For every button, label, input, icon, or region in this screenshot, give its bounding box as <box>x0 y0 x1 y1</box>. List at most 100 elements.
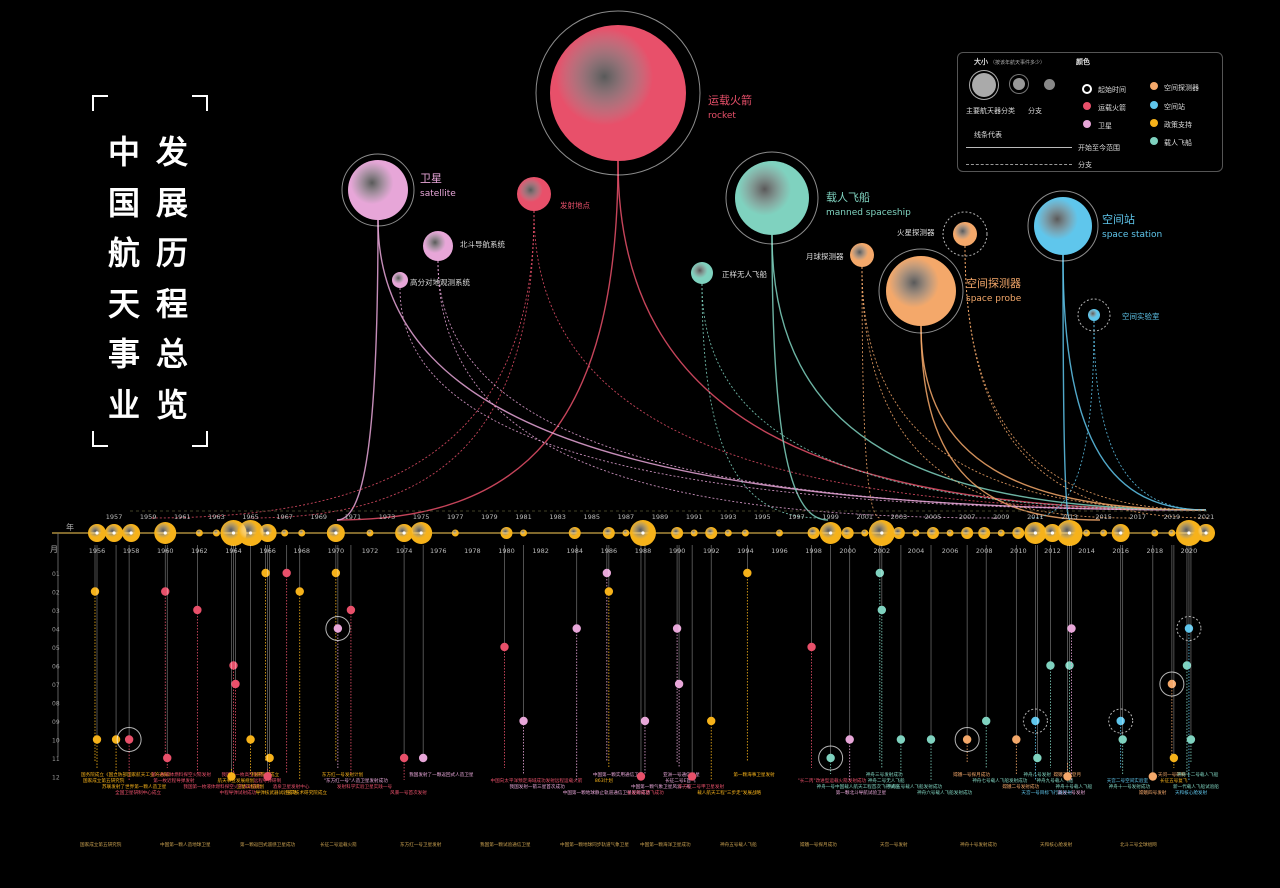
year-bubble-center <box>334 531 338 535</box>
year-bubble <box>1168 529 1176 537</box>
event-text: 东方红二号甲卫星发射 <box>678 783 724 790</box>
year-bubble <box>298 529 306 537</box>
year-tick-label: 1968 <box>293 547 310 555</box>
year-bubble-center <box>112 531 116 535</box>
event-marker <box>1067 624 1076 633</box>
sub-node <box>423 231 453 261</box>
year-tick-label: 2007 <box>959 513 976 521</box>
event-marker <box>265 753 274 763</box>
event-marker <box>1063 772 1072 781</box>
year-bubble <box>602 527 615 539</box>
frame-corner <box>192 431 208 447</box>
category-node-satellite <box>348 160 408 220</box>
year-tick-label: 1991 <box>686 513 703 521</box>
event-marker <box>418 753 428 763</box>
event-marker <box>1167 679 1177 689</box>
year-tick-label: 2009 <box>993 513 1010 521</box>
legend-probe-icon <box>1150 82 1158 90</box>
category-label-en: space station <box>1102 230 1162 240</box>
category-label-en: rocket <box>708 111 736 121</box>
event-marker <box>92 735 102 744</box>
year-tick-label: 1971 <box>345 513 362 521</box>
legend-item: 卫星 <box>1098 122 1112 130</box>
category-node-manned <box>735 161 809 235</box>
legend-solid-line <box>966 147 1072 148</box>
year-tick-label: 1989 <box>652 513 669 521</box>
connection-curve <box>920 325 1101 521</box>
month-tick-label: 08 <box>52 701 60 708</box>
event-note: 中国第一颗人造地球卫星 <box>160 841 211 848</box>
year-tick-label: 1977 <box>447 513 464 521</box>
sub-node <box>691 262 713 284</box>
event-note: 国家成立第五研究院 <box>80 841 122 848</box>
frame-corner <box>92 431 108 447</box>
event-text: 第一枚液体燃料探空火箭发射 <box>151 771 211 778</box>
year-tick-label: 1987 <box>618 513 635 521</box>
event-text: 嫦娥一号探月成功 <box>953 771 990 778</box>
title-char: 总 <box>155 335 188 373</box>
event-marker <box>604 587 614 596</box>
year-tick-label: 2016 <box>1112 547 1129 555</box>
year-bubble-center <box>402 531 406 535</box>
event-ring <box>1159 671 1185 697</box>
year-tick-label: 2005 <box>925 513 942 521</box>
connection-curve <box>336 219 379 521</box>
year-tick-label: 1984 <box>566 547 583 555</box>
connection-curve <box>701 283 1207 511</box>
category-label-en: space probe <box>966 294 1022 304</box>
sub-node <box>517 177 551 211</box>
title-column-1: 中 国 航 天 事 业 <box>102 127 146 430</box>
year-tick-label: 2020 <box>1181 547 1198 555</box>
event-text: 神舟一号中国载人航天工程首次飞行试验 <box>817 783 900 790</box>
legend-size-note: （按该年航天事件多少） <box>990 60 1046 66</box>
event-marker <box>1033 753 1042 763</box>
year-bubble <box>705 527 718 539</box>
year-tick-label: 2002 <box>874 547 891 555</box>
legend-start-icon <box>1082 84 1092 94</box>
event-note: 天宫一号发射 <box>880 841 908 848</box>
event-marker <box>111 735 121 744</box>
event-text: 神舟八号发射 <box>1023 771 1051 778</box>
event-marker <box>826 753 835 763</box>
event-text: 天问一号研制 <box>1158 771 1186 778</box>
connection-curve <box>377 219 1207 511</box>
event-marker <box>193 605 202 615</box>
month-tick-label: 01 <box>52 571 60 578</box>
event-text: 神舟十一号发射成功 <box>1109 783 1151 790</box>
event-text: 神舟五号载人飞船发射成功 <box>887 783 943 790</box>
event-text: 国家成立第五研究院 <box>83 777 125 784</box>
event-note: 神舟五号载人飞船 <box>720 841 757 848</box>
legend-item: 起始时间 <box>1098 86 1126 94</box>
year-bubble-center <box>1067 531 1072 535</box>
event-text: 东方红一号发射计划 <box>322 771 364 778</box>
legend-color-title: 颜色 <box>1076 58 1090 66</box>
legend-satellite-icon <box>1083 120 1091 128</box>
event-text: 酒泉卫星发射中心 <box>273 783 310 790</box>
event-text: 长征二号E首飞 <box>665 777 696 784</box>
event-text: 我国发射了一颗返回式人造卫星 <box>409 771 474 778</box>
event-text: 第一颗北斗导航试验卫星 <box>836 789 887 796</box>
year-bubble <box>500 527 513 539</box>
month-tick-label: 03 <box>52 608 60 615</box>
event-note: 长征二号运载火箭 <box>320 841 357 848</box>
year-tick-label: 2017 <box>1129 513 1146 521</box>
event-text: 嫦娥三号登月 <box>1054 771 1082 778</box>
event-text: 远程导弹研制 <box>254 777 282 784</box>
year-tick-label: 2019 <box>1164 513 1181 521</box>
year-bubble-center <box>1119 531 1123 535</box>
event-marker <box>1148 772 1158 781</box>
year-tick-label: 2013 <box>1061 513 1078 521</box>
event-text: 长征五号复飞 <box>1160 777 1188 784</box>
year-tick-label: 1992 <box>703 547 720 555</box>
legend-station-icon <box>1150 101 1158 109</box>
year-tick-label: 2014 <box>1078 547 1095 555</box>
year-tick-label: 1982 <box>532 547 549 555</box>
year-bubble <box>946 529 954 537</box>
year-tick-label: 1975 <box>413 513 430 521</box>
event-marker <box>707 716 716 726</box>
event-marker <box>500 642 509 652</box>
year-bubble <box>1100 529 1108 537</box>
year-tick-label: 1993 <box>720 513 737 521</box>
event-marker <box>261 568 270 578</box>
event-text: 我国发射一箭三星首次成功 <box>510 783 566 790</box>
